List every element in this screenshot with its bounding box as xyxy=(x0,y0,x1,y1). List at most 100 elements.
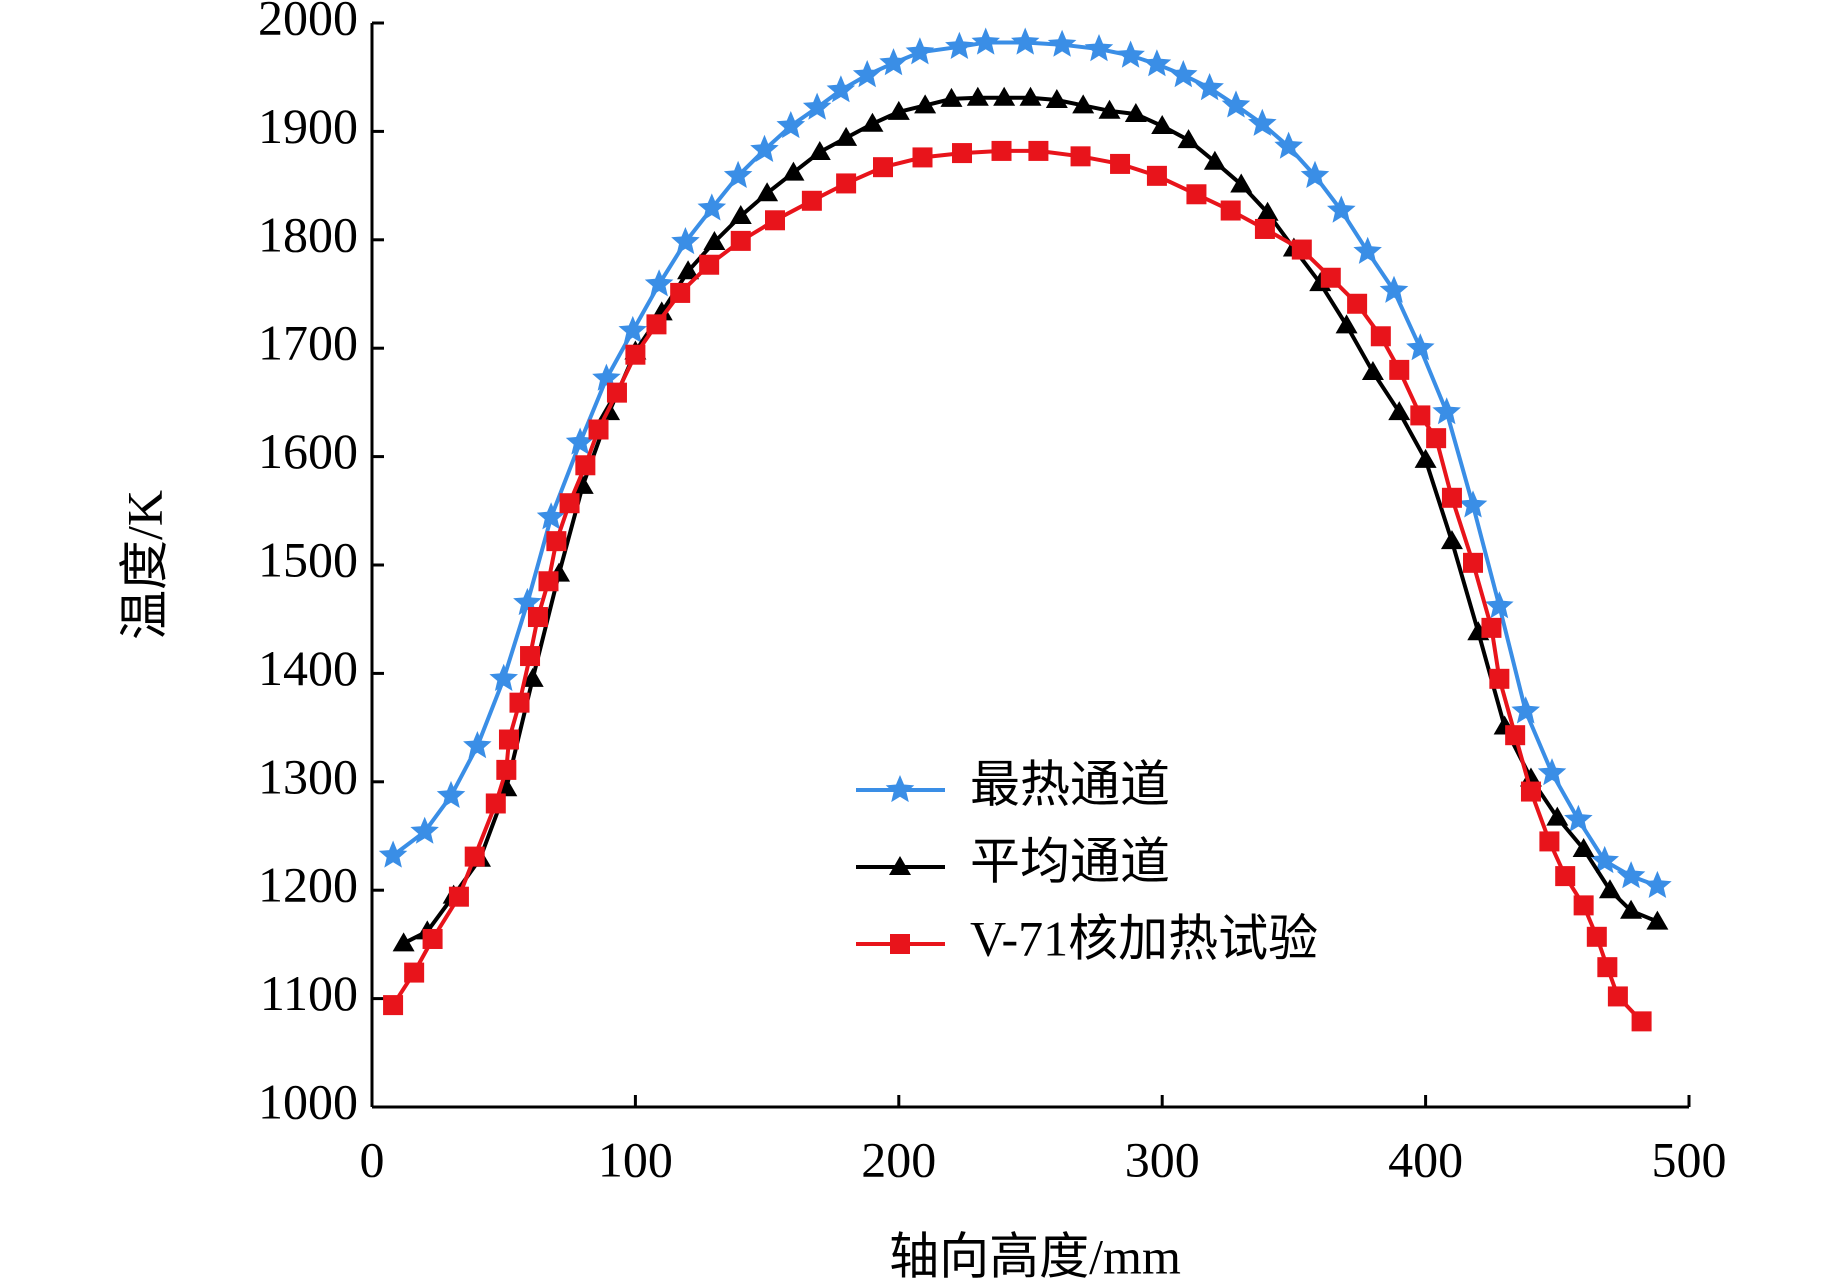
marker xyxy=(697,193,727,221)
marker xyxy=(1230,173,1253,193)
marker xyxy=(872,157,893,178)
y-tick-label: 1300 xyxy=(258,748,358,804)
marker xyxy=(1410,405,1431,426)
marker xyxy=(546,531,567,552)
marker xyxy=(861,112,884,132)
marker xyxy=(1169,60,1198,88)
marker xyxy=(782,161,805,181)
y-tick-label: 2000 xyxy=(258,0,358,45)
marker xyxy=(1597,957,1618,978)
legend-label: 最热通道 xyxy=(970,756,1170,812)
marker xyxy=(836,173,857,194)
y-tick-label: 1700 xyxy=(258,315,358,371)
marker xyxy=(410,816,439,844)
marker xyxy=(1511,696,1540,724)
marker xyxy=(723,160,753,188)
y-tick-label: 1800 xyxy=(258,206,358,262)
marker xyxy=(1151,114,1174,134)
marker xyxy=(1389,359,1410,380)
marker xyxy=(1379,275,1409,303)
marker xyxy=(1353,236,1382,264)
y-tick-label: 1100 xyxy=(260,965,358,1021)
marker xyxy=(879,48,908,76)
marker xyxy=(1195,73,1224,101)
marker xyxy=(606,382,627,403)
marker xyxy=(1572,838,1595,858)
marker xyxy=(1616,861,1646,889)
marker xyxy=(1220,200,1241,221)
x-tick-label: 500 xyxy=(1652,1131,1727,1187)
marker xyxy=(1019,86,1042,106)
marker xyxy=(912,147,933,168)
marker xyxy=(1098,99,1121,119)
marker xyxy=(1388,401,1411,421)
marker xyxy=(1426,428,1447,449)
marker xyxy=(498,729,519,750)
series-line xyxy=(391,148,1644,1023)
marker xyxy=(1256,201,1279,221)
marker xyxy=(1110,153,1131,174)
y-tick-label: 1900 xyxy=(258,98,358,154)
marker xyxy=(1335,314,1358,334)
marker xyxy=(436,780,466,808)
marker xyxy=(1586,926,1607,947)
marker xyxy=(422,928,443,949)
marker xyxy=(392,932,415,952)
marker xyxy=(575,455,596,476)
marker xyxy=(1646,910,1669,930)
marker xyxy=(521,667,544,687)
marker xyxy=(646,314,667,335)
marker xyxy=(1406,333,1435,361)
marker xyxy=(1203,150,1226,170)
marker xyxy=(971,27,1000,55)
x-axis-label: 轴向高度/mm xyxy=(889,1228,1181,1284)
marker xyxy=(1142,49,1172,77)
marker xyxy=(1564,804,1593,832)
marker xyxy=(448,886,469,907)
marker xyxy=(835,126,858,146)
marker xyxy=(1489,668,1510,689)
y-tick-label: 1600 xyxy=(258,423,358,479)
marker xyxy=(1047,29,1077,57)
y-tick-label: 1400 xyxy=(258,640,358,696)
marker xyxy=(1520,781,1541,802)
marker xyxy=(1546,806,1569,826)
marker xyxy=(496,759,517,780)
marker xyxy=(1028,140,1049,161)
marker xyxy=(1590,845,1619,874)
marker xyxy=(1186,184,1207,205)
legend-label: V-71核加热试验 xyxy=(970,910,1318,966)
marker xyxy=(1505,725,1526,746)
marker xyxy=(776,111,806,139)
marker xyxy=(808,140,831,160)
marker xyxy=(1177,129,1200,149)
marker xyxy=(826,75,856,103)
marker xyxy=(905,37,935,65)
marker xyxy=(703,230,726,250)
marker xyxy=(1370,326,1391,347)
marker xyxy=(1300,160,1330,188)
x-tick-label: 300 xyxy=(1125,1131,1200,1187)
marker xyxy=(671,227,700,255)
y-tick-label: 1500 xyxy=(258,531,358,587)
marker xyxy=(1320,267,1341,288)
marker xyxy=(1327,195,1356,223)
marker xyxy=(1555,866,1576,887)
marker xyxy=(993,86,1016,106)
marker xyxy=(966,86,989,106)
marker xyxy=(1254,218,1275,239)
marker xyxy=(644,269,674,297)
marker xyxy=(520,646,541,667)
marker xyxy=(699,254,720,275)
marker xyxy=(1485,591,1514,619)
marker xyxy=(509,692,530,713)
marker xyxy=(1620,899,1643,919)
marker xyxy=(1414,448,1437,468)
marker xyxy=(538,571,559,592)
legend-marker xyxy=(885,775,915,803)
marker xyxy=(489,663,518,691)
marker xyxy=(1598,879,1621,899)
marker xyxy=(1432,397,1461,425)
legend-marker xyxy=(890,934,910,954)
